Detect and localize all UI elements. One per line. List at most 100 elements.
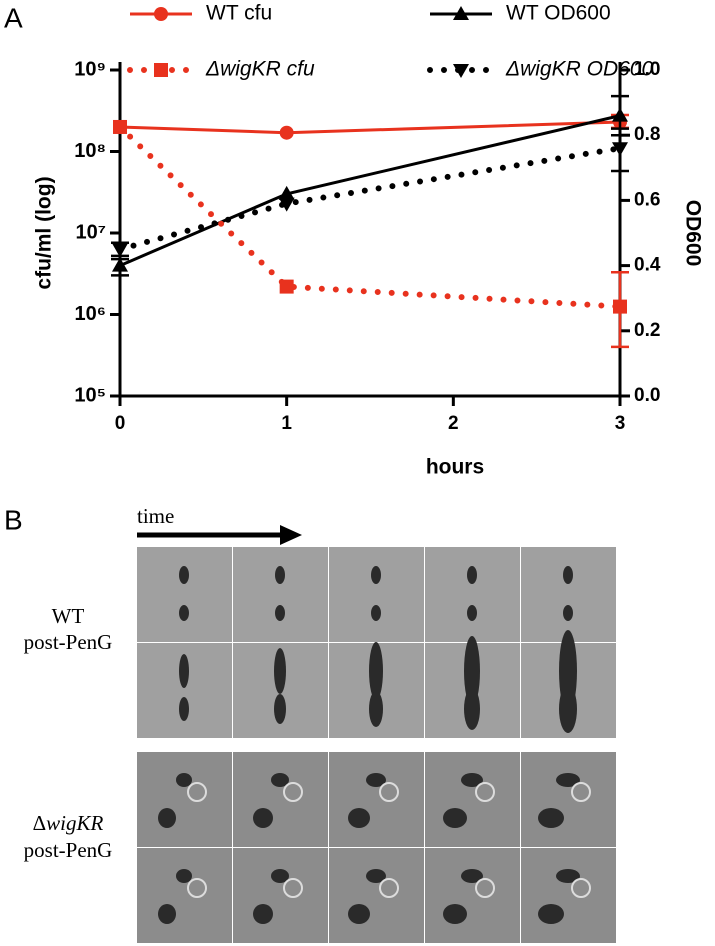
legend-label: ΔwigKR cfu	[205, 58, 315, 81]
marker	[453, 64, 469, 78]
halo	[379, 782, 399, 802]
cell	[464, 688, 480, 730]
cell	[158, 904, 176, 924]
marker	[112, 243, 128, 258]
x-tick-label: 3	[615, 413, 626, 434]
legend-label: ΔwigKR OD600	[505, 58, 653, 81]
y2-tick-label: 1.0	[634, 59, 660, 80]
cell	[366, 773, 386, 787]
cell	[253, 808, 273, 828]
cell	[176, 773, 192, 787]
group-name: WT	[52, 604, 85, 628]
marker	[154, 7, 168, 21]
y-tick-label: 10⁸	[74, 140, 106, 162]
cell	[274, 648, 286, 694]
legend-label: WT cfu	[206, 2, 272, 25]
cell	[369, 691, 383, 727]
cell	[274, 694, 286, 724]
y2-tick-label: 0.0	[634, 385, 660, 406]
micrograph	[137, 547, 232, 642]
cell	[538, 808, 564, 828]
micrograph	[521, 848, 616, 943]
arrow-label: time	[137, 504, 174, 528]
cell	[461, 773, 483, 787]
cell	[559, 685, 577, 733]
series-line	[117, 123, 623, 310]
y-axis-label: cfu/ml (log)	[33, 176, 56, 289]
cell	[366, 869, 386, 883]
y-tick-label: 10⁶	[75, 303, 106, 325]
cell	[467, 605, 477, 621]
x-tick-label: 2	[448, 413, 459, 434]
marker	[154, 63, 168, 77]
legend-label: WT OD600	[506, 2, 611, 25]
micrograph	[425, 547, 520, 642]
micrograph	[233, 848, 328, 943]
cell	[443, 904, 467, 924]
cell	[464, 636, 480, 706]
marker	[453, 6, 469, 20]
marker	[278, 197, 295, 212]
series-line	[119, 120, 621, 135]
cell	[271, 773, 289, 787]
halo	[187, 878, 207, 898]
marker	[613, 299, 627, 314]
halo	[187, 782, 207, 802]
series-line	[119, 114, 621, 267]
micrograph	[137, 848, 232, 943]
panel-label: A	[4, 2, 23, 33]
y2-tick-label: 0.6	[634, 189, 660, 210]
cell	[158, 808, 176, 828]
cell	[556, 773, 580, 787]
cell	[253, 904, 273, 924]
halo	[283, 878, 303, 898]
halo	[475, 878, 495, 898]
y2-tick-label: 0.2	[634, 320, 660, 341]
marker	[112, 257, 128, 272]
series-line	[117, 145, 623, 253]
y2-tick-label: 0.8	[634, 124, 660, 145]
micrograph	[329, 547, 424, 642]
x-tick-label: 1	[281, 413, 292, 434]
marker	[612, 107, 628, 122]
cell	[275, 566, 285, 584]
marker	[278, 185, 295, 200]
micrograph	[425, 752, 520, 847]
cell	[348, 808, 370, 828]
cell	[275, 605, 285, 621]
marker	[279, 279, 294, 294]
group-condition: post-PenG	[24, 838, 113, 862]
y-tick-label: 10⁹	[74, 58, 106, 80]
marker	[279, 125, 294, 140]
cell	[348, 904, 370, 924]
marker	[612, 142, 628, 157]
micrograph	[521, 547, 616, 642]
cell	[176, 869, 192, 883]
micrograph	[233, 752, 328, 847]
y2-tick-label: 0.4	[634, 255, 661, 276]
time-arrow-head	[280, 525, 302, 545]
micrograph	[137, 752, 232, 847]
halo	[571, 878, 591, 898]
micrograph	[233, 547, 328, 642]
halo	[379, 878, 399, 898]
cell	[371, 566, 381, 584]
cell	[563, 566, 573, 584]
halo	[475, 782, 495, 802]
halo	[283, 782, 303, 802]
cell	[538, 904, 564, 924]
panel-label: B	[4, 504, 23, 535]
cell	[556, 869, 580, 883]
group-condition: post-PenG	[24, 630, 113, 654]
micrograph	[329, 752, 424, 847]
cell	[369, 642, 383, 700]
x-tick-label: 0	[115, 413, 126, 434]
cell	[371, 605, 381, 621]
group-name-part: wigKR	[46, 811, 103, 835]
cell	[443, 808, 467, 828]
halo	[571, 782, 591, 802]
y-tick-label: 10⁵	[74, 384, 106, 406]
micrograph	[425, 848, 520, 943]
x-axis-label: hours	[426, 456, 484, 479]
